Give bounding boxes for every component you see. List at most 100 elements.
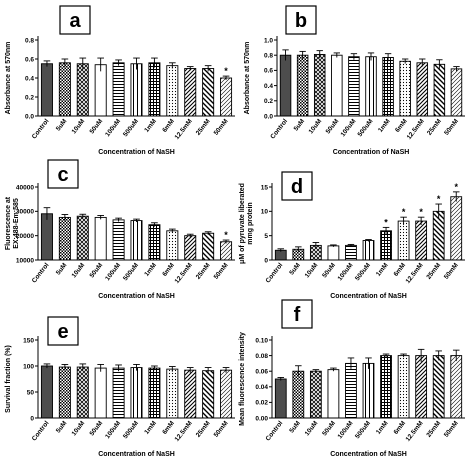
bar-500uM: [362, 362, 375, 419]
bar-50mM: [220, 77, 233, 117]
significance-marker: *: [224, 66, 228, 76]
bar-12.5mM: [416, 62, 429, 117]
x-tick-label: 25mM: [425, 262, 442, 281]
bar-6mM: [166, 230, 179, 261]
panel-label: e: [57, 321, 68, 343]
bar-5uM: [58, 366, 71, 419]
bar-50mM: [220, 369, 233, 419]
y-tick-label: 10000: [16, 257, 34, 264]
y-tick-label: 5: [264, 233, 268, 240]
x-tick-label: 1mM: [375, 262, 390, 278]
bar-12.5mM: [184, 369, 197, 419]
y-axis-label: Survival fraction (%): [5, 345, 12, 413]
x-tick-label: 25mM: [195, 420, 212, 439]
x-tick-label: 12.5mM: [405, 420, 425, 443]
bar-500uM: [130, 63, 143, 117]
x-tick-label: 50mM: [213, 262, 230, 281]
x-tick-label: 5uM: [293, 118, 307, 133]
y-axis-label: μM of pyruvate liberated: [239, 183, 246, 264]
bar-6mM: [166, 368, 179, 419]
y-tick-label: 1.0: [264, 37, 273, 44]
y-tick-label: 15: [261, 184, 269, 191]
x-tick-label: 12.5mM: [405, 262, 425, 285]
panel-label: d: [291, 176, 303, 198]
panel-f: f Control 5uM 10uM 50uM 100uM 500uM 1mM 6mM12.5m…: [239, 299, 465, 458]
x-tick-label: Control: [31, 420, 51, 443]
y-axis-label: Absorbance at 570nm: [244, 42, 251, 115]
x-tick-label: Control: [265, 262, 285, 285]
x-tick-label: 100uM: [337, 262, 355, 282]
panel-label: a: [69, 10, 81, 32]
x-axis-label: Concentration of NaSH: [98, 293, 175, 300]
significance-marker: *: [224, 230, 228, 240]
x-tick-label: 6mM: [161, 118, 176, 134]
bar-12.5mM: [184, 235, 197, 261]
bar-1mM: [148, 367, 161, 419]
x-tick-label: 6mM: [394, 118, 409, 134]
bar-50mM: [450, 196, 463, 261]
bar-100uM: [345, 244, 357, 261]
y-tick-label: 40000: [16, 184, 34, 191]
x-tick-label: 12.5mM: [174, 118, 194, 141]
x-tick-label: 500uM: [357, 118, 375, 138]
y-tick-label: 0.4: [264, 83, 273, 90]
y-tick-label: 50: [27, 389, 35, 396]
y-tick-label: 0.8: [264, 53, 273, 60]
bar-1mM: [148, 62, 161, 117]
significance-marker: *: [437, 194, 441, 204]
bar-50mM: [450, 68, 463, 117]
x-tick-label: 50uM: [89, 420, 105, 437]
bar-25mM: [432, 355, 445, 419]
bar-100uM: [112, 219, 125, 261]
y-tick-label: 0.08: [255, 353, 268, 360]
bar-1mM: [380, 230, 392, 261]
y-tick-label: 0.2: [264, 98, 273, 105]
bar-500uM: [130, 220, 143, 261]
x-tick-label: 50mM: [443, 262, 460, 281]
bar-50uM: [331, 54, 343, 117]
y-tick-label: 10: [261, 209, 269, 216]
panel-label-box: [281, 171, 313, 201]
bar-6mM: [397, 355, 410, 419]
x-tick-label: 12.5mM: [406, 118, 426, 141]
y-axis-label: EX:488-Em:585: [13, 198, 20, 249]
panel-label-box: [285, 5, 317, 35]
y-tick-label: 0: [264, 257, 268, 264]
x-tick-label: 6mM: [393, 420, 408, 436]
x-axis-label: Concentration of NaSH: [330, 293, 407, 300]
x-tick-label: Control: [265, 420, 285, 443]
bar-25mM: [433, 63, 446, 117]
x-tick-label: 100uM: [104, 118, 122, 138]
bar-12.5mM: [415, 220, 428, 261]
x-axis-label: Concentration of NaSH: [98, 149, 175, 156]
bar-5uM: [296, 54, 309, 117]
x-axis-label: Concentration of NaSH: [98, 451, 175, 458]
bar-100uM: [345, 362, 357, 419]
x-tick-label: 100uM: [104, 420, 122, 440]
x-tick-label: 5uM: [55, 262, 69, 277]
panel-a: a Control 5uM 10uM 50uM 100uM 500uM 1mM 6mM12.5m…: [5, 5, 235, 156]
bar-50uM: [94, 367, 107, 419]
bar-500uM: [365, 56, 377, 117]
x-tick-label: Control: [31, 262, 51, 285]
significance-marker: *: [419, 207, 423, 217]
x-tick-label: 100uM: [340, 118, 358, 138]
bar-6mM: [397, 220, 410, 261]
y-tick-label: 0: [30, 415, 34, 422]
bar-5uM: [292, 370, 305, 419]
x-tick-label: 6mM: [393, 262, 408, 278]
y-axis-label: Fluorescence at: [5, 196, 12, 250]
x-tick-label: 500uM: [354, 262, 372, 282]
x-tick-label: 50mM: [213, 420, 230, 439]
panel-label-box: [47, 316, 79, 346]
bar-100uM: [112, 62, 125, 117]
bar-50uM: [327, 369, 340, 419]
bar-12.5mM: [184, 68, 197, 117]
bar-100uM: [348, 56, 360, 117]
bar-1mM: [148, 224, 161, 261]
y-axis-label: Mean fluorescence intensity: [239, 332, 246, 426]
y-axis-label: Absorbance at 570nm: [5, 42, 12, 115]
x-tick-label: Control: [269, 118, 289, 141]
bar-Control: [40, 63, 53, 117]
